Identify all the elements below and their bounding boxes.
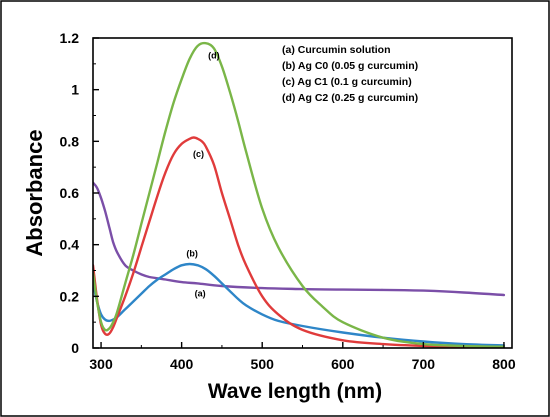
x-tick-label: 800 (492, 356, 516, 372)
x-tick-label: 300 (89, 356, 113, 372)
series-d-line (93, 41, 506, 348)
axes-layer: 300 400 500 600 700 800 0 0.2 0.4 0.6 0.8 1 1.2 (60, 30, 516, 372)
y-tick-label: 0.6 (60, 185, 80, 201)
y-tick-label: 1 (71, 82, 79, 98)
legend-entry: (a) Curcumin solution (282, 44, 391, 56)
y-tick-label: 0 (71, 340, 79, 356)
series-d-label: (d) (208, 51, 220, 61)
legend-entry: (c) Ag C1 (0.1 g curcumin) (282, 76, 412, 88)
series-c-line (93, 136, 506, 348)
series-a-line (93, 181, 506, 297)
series-a-label: (a) (195, 288, 206, 298)
y-tick-label: 0.2 (60, 288, 80, 304)
x-tick-label: 600 (331, 356, 355, 372)
x-tick-label: 400 (170, 356, 194, 372)
x-tick-label: 500 (251, 356, 275, 372)
legend-entry: (b) Ag C0 (0.05 g curcumin) (282, 60, 418, 72)
series-b-label: (b) (186, 248, 198, 258)
y-tick-label: 0.4 (60, 237, 80, 253)
y-tick-label: 0.8 (60, 133, 80, 149)
legend: (a) Curcumin solution (b) Ag C0 (0.05 g c… (282, 44, 418, 104)
x-axis-title: Wave length (nm) (208, 380, 382, 403)
curves-layer (93, 41, 506, 348)
y-tick-label: 1.2 (60, 30, 80, 46)
legend-entry: (d) Ag C2 (0.25 g curcumin) (282, 92, 418, 104)
y-axis-title: Absorbance (22, 129, 47, 256)
series-c-label: (c) (193, 149, 204, 159)
x-tick-label: 700 (412, 356, 436, 372)
